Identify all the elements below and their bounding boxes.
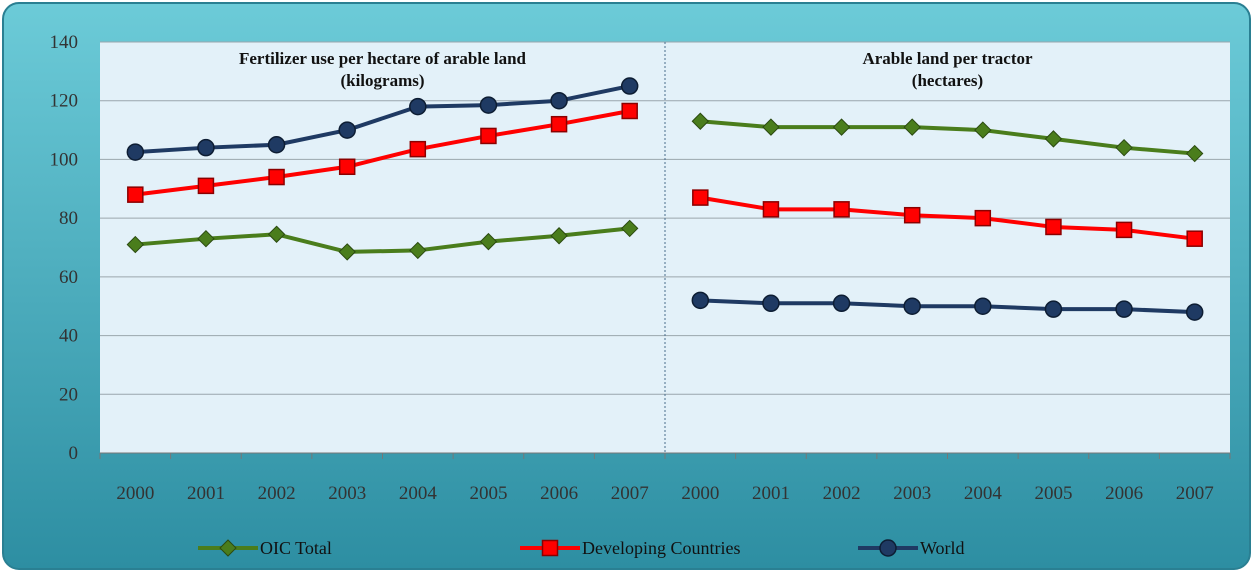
series-line [135,84,631,155]
y-tick-label: 80 [59,208,78,229]
marker [338,121,356,139]
marker [268,168,285,186]
series [127,102,1203,247]
marker [1044,300,1063,318]
series-line [700,298,1195,315]
panel-title: (kilograms) [340,71,424,90]
marker [550,115,568,133]
marker [267,225,286,243]
marker [1045,218,1062,236]
x-tick-label: 2003 [893,483,931,504]
marker [409,97,427,116]
panel-title: (hectares) [912,71,983,90]
marker [126,235,145,254]
marker [197,229,215,248]
y-tick-label: 60 [59,267,78,288]
x-tick-label: 2001 [187,483,225,504]
marker [479,96,498,114]
marker [338,243,356,261]
marker [127,186,144,203]
series [126,112,1204,261]
marker [620,219,639,238]
marker [903,297,921,315]
panel-title: Arable land per tractor [862,49,1033,68]
marker [974,297,992,315]
marker [832,294,851,313]
marker [1115,300,1133,318]
x-tick-label: 2004 [399,483,438,504]
x-tick-label: 2007 [1176,483,1214,504]
x-tick-label: 2000 [116,483,154,504]
x-tick-label: 2006 [1105,483,1143,504]
series-line [135,226,630,254]
y-tick-label: 20 [59,384,78,405]
marker [1185,144,1204,163]
marker [479,232,498,251]
marker [197,138,215,157]
x-tick-label: 2003 [328,483,366,504]
marker [1186,230,1203,247]
marker [1115,138,1133,157]
marker [409,241,427,260]
marker [480,127,497,145]
x-tick-label: 2007 [611,483,649,504]
series-line [699,195,1195,241]
marker [762,294,780,313]
marker [903,206,921,224]
x-tick-label: 2002 [258,483,296,504]
y-tick-label: 100 [50,149,79,170]
legend-label: Developing Countries [582,538,740,558]
y-tick-label: 120 [50,91,79,112]
series-line [135,109,631,197]
marker [541,539,559,557]
x-tick-label: 2004 [964,483,1003,504]
marker [126,143,145,161]
x-tick-label: 2001 [752,483,790,504]
marker [691,112,710,130]
panel-title: Fertilizer use per hectare of arable lan… [239,49,527,68]
marker [692,189,709,206]
marker [1115,221,1133,239]
marker [621,102,638,120]
marker [338,158,356,176]
marker [197,177,215,195]
marker [550,227,568,245]
marker [267,136,286,154]
x-tick-label: 2006 [540,483,578,504]
x-tick-label: 2002 [823,483,861,504]
x-tick-label: 2000 [681,483,719,504]
x-tick-label: 2005 [1034,483,1072,504]
legend-label: World [920,538,965,558]
marker [974,121,992,139]
marker [1185,303,1204,321]
x-tick-label: 2005 [469,483,507,504]
marker [762,118,780,136]
legend-label: OIC Total [260,538,332,558]
marker [409,140,427,158]
series-line [700,119,1195,156]
marker [832,118,851,136]
y-tick-label: 0 [69,443,79,464]
y-tick-label: 140 [50,32,79,53]
marker [762,201,780,218]
series [126,77,1204,321]
marker [691,291,710,310]
marker [1044,130,1063,148]
marker [903,118,921,136]
y-tick-label: 40 [59,326,78,347]
marker [974,209,992,227]
marker [620,77,639,95]
marker [833,201,850,218]
marker [219,539,237,557]
marker [550,91,568,110]
marker [879,539,897,557]
